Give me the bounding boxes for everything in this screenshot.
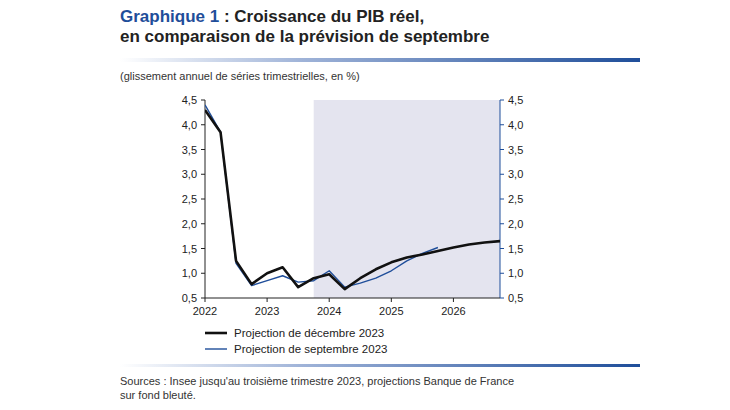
y-tick xyxy=(201,149,205,150)
y-tick-label: 4,0 xyxy=(182,119,197,131)
series-line xyxy=(205,110,500,289)
y2-tick xyxy=(500,273,504,274)
y-tick-label: 1,5 xyxy=(182,243,197,255)
y2-tick-label: 4,0 xyxy=(508,119,523,131)
y2-tick-label: 1,5 xyxy=(508,243,523,255)
x-tick-label: 2022 xyxy=(193,305,217,317)
y-tick xyxy=(201,124,205,125)
y-tick-label: 1,0 xyxy=(182,267,197,279)
y2-tick xyxy=(500,174,504,175)
x-tick xyxy=(267,298,268,302)
y2-tick-label: 4,5 xyxy=(508,94,523,106)
y2-tick xyxy=(500,199,504,200)
y-tick-label: 2,5 xyxy=(182,193,197,205)
y2-tick-label: 1,0 xyxy=(508,267,523,279)
y-tick-label: 0,5 xyxy=(182,292,197,304)
y-tick-label: 4,5 xyxy=(182,94,197,106)
y-tick xyxy=(201,199,205,200)
legend-swatch xyxy=(205,348,227,349)
projection-area xyxy=(314,100,500,298)
x-tick-label: 2023 xyxy=(255,305,279,317)
title: Graphique 1 : Croissance du PIB réel, xyxy=(120,7,424,26)
y2-tick-label: 2,5 xyxy=(508,193,523,205)
y2-tick-label: 3,5 xyxy=(508,144,523,156)
legend-swatch xyxy=(205,332,227,335)
x-tick xyxy=(205,298,206,302)
y-tick-label: 3,0 xyxy=(182,168,197,180)
y-tick-label: 2,0 xyxy=(182,218,197,230)
y-tick xyxy=(201,298,205,299)
y2-tick xyxy=(500,248,504,249)
rule xyxy=(120,364,640,367)
y2-tick xyxy=(500,298,504,299)
y-tick-label: 3,5 xyxy=(182,144,197,156)
y2-tick xyxy=(500,100,504,101)
legend-label: Projection de décembre 2023 xyxy=(234,327,384,339)
title-label: Graphique 1 xyxy=(120,7,224,26)
title-text: : Croissance du PIB réel, xyxy=(224,7,424,26)
x-tick xyxy=(329,298,330,302)
legend-label: Projection de septembre 2023 xyxy=(234,343,387,355)
subtitle: (glissement annuel de séries trimestriel… xyxy=(120,70,360,82)
y-tick xyxy=(201,223,205,224)
y2-tick xyxy=(500,223,504,224)
y-tick xyxy=(201,248,205,249)
y-tick xyxy=(201,100,205,101)
y2-tick-label: 0,5 xyxy=(508,292,523,304)
y2-tick-label: 2,0 xyxy=(508,218,523,230)
title: en comparaison de la prévision de septem… xyxy=(120,27,489,46)
y2-tick-label: 3,0 xyxy=(508,168,523,180)
y-tick xyxy=(201,174,205,175)
source: sur fond bleuté. xyxy=(120,389,196,401)
x-tick-label: 2026 xyxy=(441,305,465,317)
x-tick-label: 2024 xyxy=(317,305,341,317)
rule xyxy=(120,58,640,62)
y2-tick xyxy=(500,124,504,125)
x-tick xyxy=(391,298,392,302)
plot xyxy=(205,105,500,289)
x-axis xyxy=(205,298,500,299)
x-tick-label: 2025 xyxy=(379,305,403,317)
x-tick xyxy=(453,298,454,302)
y-tick xyxy=(201,273,205,274)
source: Sources : Insee jusqu'au troisième trime… xyxy=(120,375,514,387)
y2-tick xyxy=(500,149,504,150)
